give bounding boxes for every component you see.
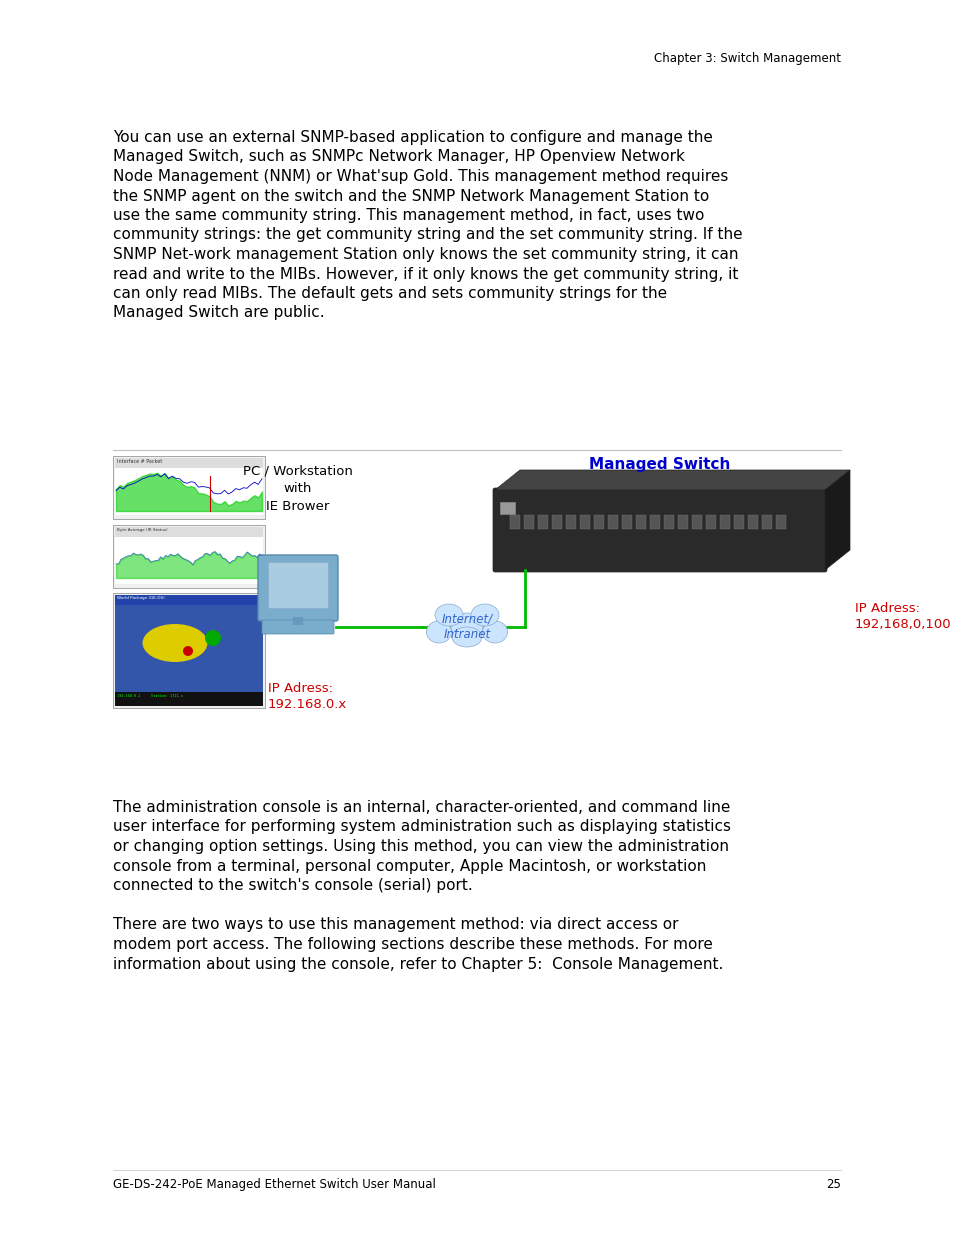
Text: Managed Switch: Managed Switch <box>589 457 730 472</box>
Text: PC / Workstation
with
IE Brower: PC / Workstation with IE Brower <box>243 464 353 513</box>
Circle shape <box>205 630 221 646</box>
Polygon shape <box>824 471 849 571</box>
Text: You can use an external SNMP-based application to configure and manage the: You can use an external SNMP-based appli… <box>112 130 712 144</box>
Text: IP Adress:
192.168.0.x: IP Adress: 192.168.0.x <box>268 682 347 711</box>
Text: Managed Switch, such as SNMPc Network Manager, HP Openview Network: Managed Switch, such as SNMPc Network Ma… <box>112 149 684 164</box>
Ellipse shape <box>435 604 462 626</box>
Text: The administration console is an internal, character-oriented, and command line: The administration console is an interna… <box>112 800 730 815</box>
Text: World Package (GE-DS): World Package (GE-DS) <box>117 597 165 600</box>
Bar <box>691 515 701 529</box>
Text: information about using the console, refer to Chapter 5:  Console Management.: information about using the console, ref… <box>112 956 722 972</box>
Bar <box>510 515 519 529</box>
Ellipse shape <box>482 621 507 643</box>
Text: Byte Average (IR Status): Byte Average (IR Status) <box>117 529 168 532</box>
Bar <box>115 458 263 468</box>
Bar <box>552 515 561 529</box>
Circle shape <box>183 646 193 656</box>
Bar <box>594 515 603 529</box>
Ellipse shape <box>426 621 451 643</box>
Ellipse shape <box>142 624 208 662</box>
Bar <box>678 515 687 529</box>
Bar <box>115 605 263 692</box>
Polygon shape <box>495 471 849 490</box>
Text: modem port access. The following sections describe these methods. For more: modem port access. The following section… <box>112 937 712 952</box>
Bar <box>293 618 303 625</box>
Bar <box>621 515 631 529</box>
Text: or changing option settings. Using this method, you can view the administration: or changing option settings. Using this … <box>112 839 728 853</box>
Bar <box>268 562 328 608</box>
Text: connected to the switch's console (serial) port.: connected to the switch's console (seria… <box>112 878 473 893</box>
Bar <box>636 515 645 529</box>
FancyBboxPatch shape <box>257 555 337 621</box>
Text: the SNMP agent on the switch and the SNMP Network Management Station to: the SNMP agent on the switch and the SNM… <box>112 189 708 204</box>
FancyBboxPatch shape <box>493 488 826 572</box>
Text: read and write to the MIBs. However, if it only knows the get community string, : read and write to the MIBs. However, if … <box>112 267 738 282</box>
Bar <box>579 515 589 529</box>
Text: use the same community string. This management method, in fact, uses two: use the same community string. This mana… <box>112 207 703 224</box>
Bar <box>663 515 673 529</box>
Text: Node Management (NNM) or What'sup Gold. This management method requires: Node Management (NNM) or What'sup Gold. … <box>112 169 727 184</box>
Bar <box>775 515 785 529</box>
Text: IP Adress:
192,168,0,100: IP Adress: 192,168,0,100 <box>854 601 951 631</box>
Bar <box>607 515 618 529</box>
Bar <box>112 456 265 519</box>
Text: SNMP Net-work management Station only knows the set community string, it can: SNMP Net-work management Station only kn… <box>112 247 738 262</box>
Text: community strings: the get community string and the set community string. If the: community strings: the get community str… <box>112 227 741 242</box>
Bar <box>499 501 515 514</box>
Bar <box>705 515 716 529</box>
Text: console from a terminal, personal computer, Apple Macintosh, or workstation: console from a terminal, personal comput… <box>112 858 705 873</box>
Text: 192.168.0.1     Station: 1721.x: 192.168.0.1 Station: 1721.x <box>117 694 183 698</box>
Bar <box>115 537 263 584</box>
Bar <box>112 593 265 708</box>
Bar <box>565 515 576 529</box>
Bar <box>747 515 758 529</box>
Bar <box>115 692 263 706</box>
Text: Chapter 3: Switch Management: Chapter 3: Switch Management <box>654 52 841 65</box>
Bar <box>537 515 547 529</box>
Bar <box>115 527 263 537</box>
Bar <box>761 515 771 529</box>
Text: There are two ways to use this management method: via direct access or: There are two ways to use this managemen… <box>112 918 678 932</box>
Bar <box>115 468 263 515</box>
Text: 25: 25 <box>825 1178 841 1191</box>
Bar <box>115 595 263 605</box>
Bar <box>112 525 265 588</box>
Text: Managed Switch are public.: Managed Switch are public. <box>112 305 324 321</box>
Bar <box>649 515 659 529</box>
Text: GE-DS-242-PoE Managed Ethernet Switch User Manual: GE-DS-242-PoE Managed Ethernet Switch Us… <box>112 1178 436 1191</box>
Text: can only read MIBs. The default gets and sets community strings for the: can only read MIBs. The default gets and… <box>112 287 666 301</box>
Ellipse shape <box>451 613 482 641</box>
Text: Internet/
Intranet: Internet/ Intranet <box>441 613 492 641</box>
Text: user interface for performing system administration such as displaying statistic: user interface for performing system adm… <box>112 820 730 835</box>
FancyBboxPatch shape <box>262 620 334 634</box>
Bar <box>720 515 729 529</box>
Bar <box>733 515 743 529</box>
Ellipse shape <box>471 604 498 626</box>
Text: Interface # Packet: Interface # Packet <box>117 459 162 464</box>
Ellipse shape <box>452 627 481 647</box>
Bar <box>523 515 534 529</box>
